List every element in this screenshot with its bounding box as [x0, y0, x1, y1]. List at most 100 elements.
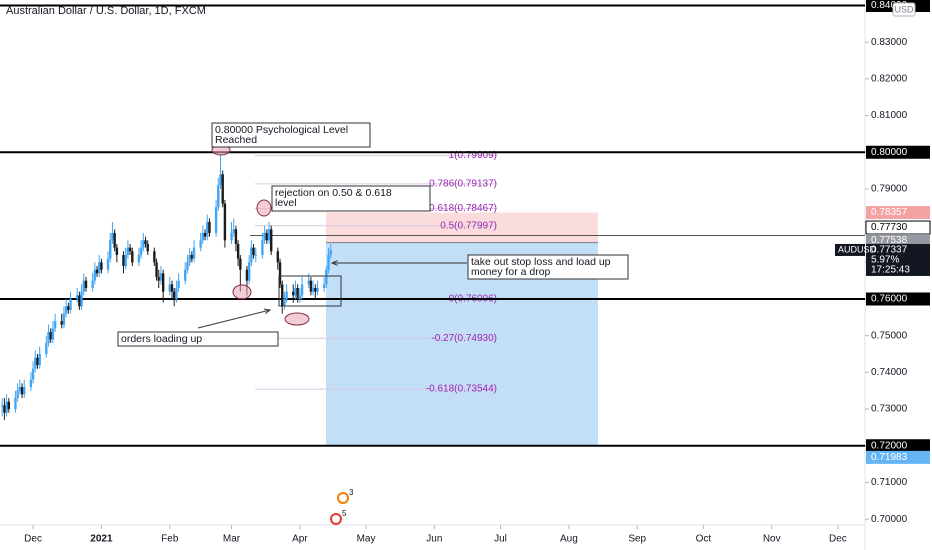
last-price-label: 0.77337	[871, 245, 908, 256]
y-tick-label: 0.83000	[871, 37, 908, 48]
candle-body	[314, 287, 317, 292]
y-tick-label: 0.81000	[871, 110, 908, 121]
symbol-label: AUDUSD	[838, 244, 877, 254]
candle-body	[109, 240, 112, 259]
entry-tag	[866, 234, 930, 248]
stop-zone	[326, 212, 598, 243]
candle-body	[239, 258, 242, 270]
candle-body	[82, 280, 85, 292]
candle-body	[252, 247, 255, 255]
level-tag-label: 0.76000	[871, 294, 908, 305]
candle-body	[267, 229, 271, 241]
y-tick-label: 0.75000	[871, 330, 908, 341]
candle-body	[201, 232, 205, 241]
candle-body	[219, 174, 222, 186]
candle-body	[128, 247, 132, 252]
candle-body	[139, 247, 143, 255]
countdown-label: 17:25:43	[871, 265, 910, 276]
candle-body	[177, 280, 180, 288]
candle-body	[142, 240, 145, 248]
x-tick-label: Aug	[560, 534, 578, 545]
candle-body	[270, 229, 273, 252]
candle-body	[62, 313, 66, 325]
candle-body	[309, 280, 313, 292]
range-box	[278, 275, 342, 307]
annotation-box	[211, 122, 371, 148]
candle-body	[186, 262, 189, 270]
reference-tag	[865, 220, 931, 235]
candle-body	[7, 401, 11, 410]
candle-body	[124, 254, 127, 266]
candle-body	[245, 269, 249, 281]
stop-tag-label: 0.78357	[871, 207, 908, 218]
candle-body	[14, 398, 17, 410]
currency-badge	[892, 2, 916, 17]
candle-body	[300, 284, 304, 296]
level-tag	[866, 439, 930, 453]
level-tag	[866, 292, 930, 306]
candle-body	[206, 221, 209, 237]
candle-body	[5, 401, 8, 413]
event-count: 5	[342, 509, 347, 518]
candle-body	[45, 343, 48, 355]
x-tick-label: Dec	[829, 534, 847, 545]
candle-body	[261, 240, 264, 255]
annotation-box	[271, 185, 431, 212]
candle-body	[175, 287, 178, 300]
candle-body	[126, 247, 130, 255]
highlight-ellipse	[284, 312, 310, 326]
candle-body	[47, 332, 50, 344]
candle-body	[199, 240, 202, 248]
candle-body	[159, 273, 163, 281]
candle-body	[208, 221, 211, 233]
entry-tag-label: 0.77538	[871, 235, 908, 246]
candle-body	[325, 269, 328, 285]
candle-body	[294, 287, 297, 296]
chart-title: Australian Dollar / U.S. Dollar, 1D, FXC…	[6, 5, 206, 17]
annotation-text: 0.80000 Psychological Level	[215, 124, 348, 136]
candle-body	[69, 299, 72, 311]
candle-body	[31, 368, 35, 380]
x-tick-label: Dec	[24, 534, 42, 545]
annotation-box	[467, 254, 629, 280]
highlight-ellipse	[232, 284, 252, 300]
candle-body	[281, 284, 284, 307]
annotation-text: Reached	[215, 134, 257, 146]
symbol-tag	[835, 243, 865, 256]
annotation-text: take out stop loss and load up	[471, 256, 611, 268]
candle-body	[64, 306, 68, 314]
candle-body	[80, 291, 83, 307]
y-tick-label: 0.70000	[871, 514, 908, 525]
candle-body	[3, 405, 6, 413]
candle-body	[20, 387, 24, 395]
candle-body	[223, 203, 227, 241]
candle-body	[307, 280, 310, 285]
candle-body	[234, 229, 238, 244]
candle-body	[276, 251, 280, 263]
highlight-ellipse	[256, 199, 272, 217]
candle-body	[172, 291, 176, 300]
annotation-box	[117, 331, 279, 347]
candle-body	[236, 243, 240, 259]
candle-body	[263, 232, 266, 241]
candle-body	[115, 247, 119, 255]
candle-body	[95, 269, 99, 274]
candle-body	[49, 332, 52, 340]
event-icon	[337, 492, 349, 504]
candle-body	[298, 295, 302, 300]
annotation-text: orders loading up	[121, 333, 202, 345]
candle-body	[190, 254, 194, 259]
x-tick-label: Jun	[426, 534, 442, 545]
candle-body	[137, 254, 141, 263]
candle-body	[278, 262, 282, 285]
fib-label: -0.618(0.73544)	[426, 384, 497, 395]
candle-body	[98, 262, 101, 274]
arrow-head	[263, 308, 272, 315]
candle-body	[168, 284, 171, 292]
candle-body	[16, 390, 19, 399]
candle-body	[93, 269, 97, 281]
x-tick-label: 2021	[90, 534, 113, 545]
annotation-text: rejection on 0.50 & 0.618	[275, 187, 392, 199]
target-tag	[866, 450, 930, 464]
